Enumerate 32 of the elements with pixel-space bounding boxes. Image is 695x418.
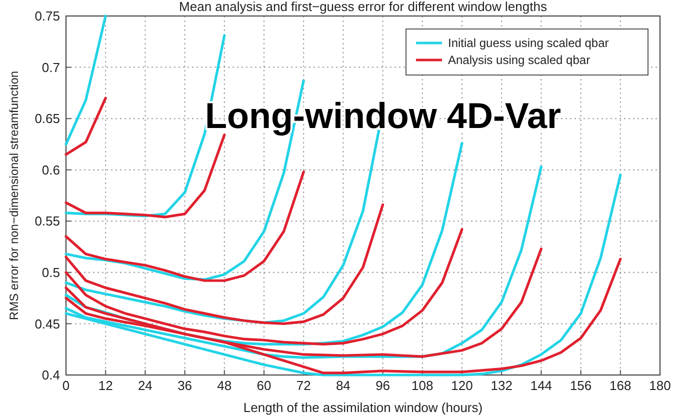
x-tick-label: 72	[296, 378, 311, 393]
line-series	[64, 170, 305, 282]
x-tick-label: 60	[256, 378, 272, 393]
y-tick-label: 0.4	[42, 368, 60, 383]
y-axis-title: RMS error for non−dimensional streamfunction	[7, 70, 21, 320]
x-axis-title: Length of the assimilation window (hours)	[243, 400, 483, 415]
line-series	[64, 203, 384, 326]
x-tick-label: 36	[178, 378, 192, 393]
y-tick-label: 0.45	[34, 316, 60, 332]
x-tick-label: 168	[610, 378, 632, 393]
y-tick-label: 0.75	[34, 8, 60, 24]
y-tick-label: 0.65	[34, 111, 60, 126]
y-tick-label: 0.5	[42, 264, 60, 280]
x-tick-label: 96	[376, 378, 390, 393]
y-tick-label: 0.7	[42, 60, 60, 75]
x-tick-label: 120	[451, 378, 473, 393]
x-tick-label: 48	[217, 378, 232, 393]
x-tick-label: 84	[336, 378, 350, 393]
x-tick-label: 108	[412, 378, 434, 393]
legend-label: Analysis using scaled qbar	[448, 53, 590, 68]
x-tick-label: 144	[530, 378, 552, 393]
x-tick-label: 24	[138, 378, 152, 393]
legend-label: Initial guess using scaled qbar	[448, 36, 609, 50]
chart-title: Mean analysis and first−guess error for different window lengths	[179, 0, 548, 14]
x-tick-label: 180	[649, 378, 671, 393]
y-tick-label: 0.55	[34, 214, 60, 229]
x-tick-label: 156	[570, 378, 592, 393]
x-tick-label: 0	[62, 378, 70, 393]
y-tick-label: 0.6	[42, 162, 60, 178]
line-series	[64, 228, 464, 346]
x-tick-label: 12	[98, 378, 113, 393]
x-tick-label: 132	[490, 378, 512, 393]
